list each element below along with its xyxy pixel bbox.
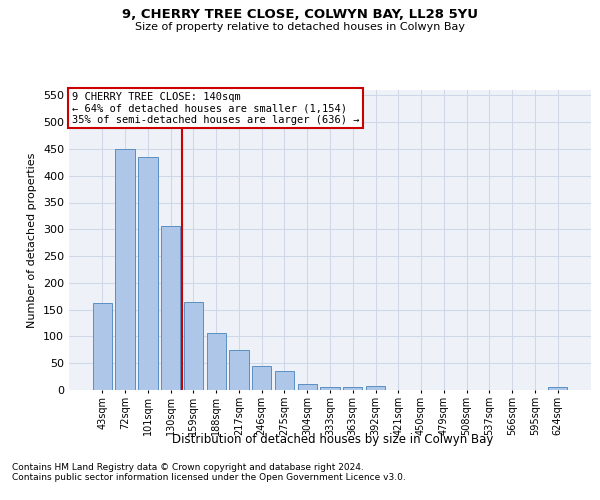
- Bar: [343, 387, 362, 390]
- Text: Distribution of detached houses by size in Colwyn Bay: Distribution of detached houses by size …: [172, 432, 494, 446]
- Bar: [320, 387, 340, 390]
- Bar: [161, 226, 181, 390]
- Bar: [298, 384, 317, 390]
- Text: 9, CHERRY TREE CLOSE, COLWYN BAY, LL28 5YU: 9, CHERRY TREE CLOSE, COLWYN BAY, LL28 5…: [122, 8, 478, 20]
- Bar: [93, 302, 112, 390]
- Text: Contains public sector information licensed under the Open Government Licence v3: Contains public sector information licen…: [12, 472, 406, 482]
- Bar: [115, 149, 135, 390]
- Text: Size of property relative to detached houses in Colwyn Bay: Size of property relative to detached ho…: [135, 22, 465, 32]
- Bar: [366, 386, 385, 390]
- Text: 9 CHERRY TREE CLOSE: 140sqm
← 64% of detached houses are smaller (1,154)
35% of : 9 CHERRY TREE CLOSE: 140sqm ← 64% of det…: [71, 92, 359, 124]
- Bar: [275, 371, 294, 390]
- Y-axis label: Number of detached properties: Number of detached properties: [28, 152, 37, 328]
- Bar: [229, 350, 248, 390]
- Bar: [252, 366, 271, 390]
- Bar: [206, 332, 226, 390]
- Bar: [548, 388, 567, 390]
- Text: Contains HM Land Registry data © Crown copyright and database right 2024.: Contains HM Land Registry data © Crown c…: [12, 462, 364, 471]
- Bar: [138, 157, 158, 390]
- Bar: [184, 302, 203, 390]
